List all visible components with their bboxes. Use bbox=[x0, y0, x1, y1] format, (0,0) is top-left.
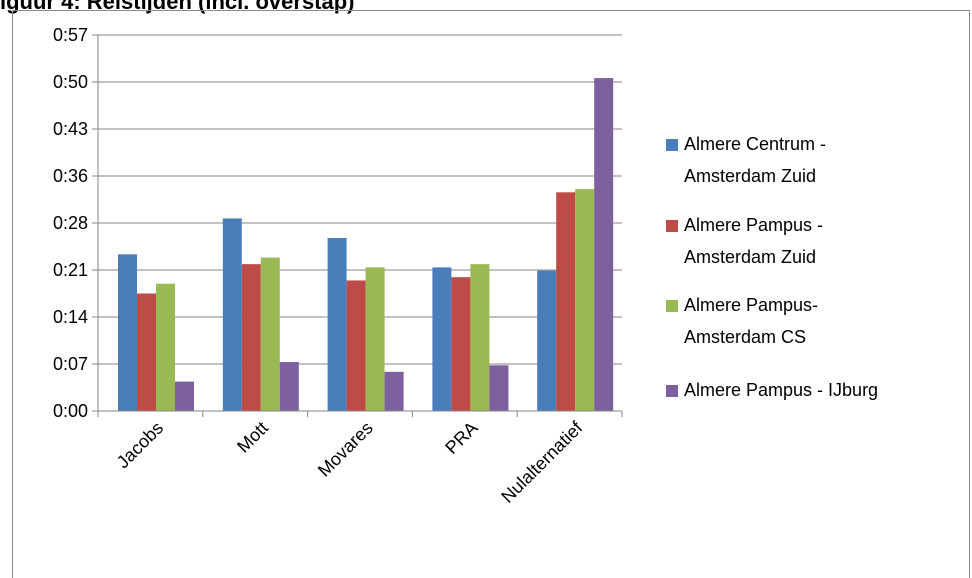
bar bbox=[451, 277, 471, 411]
bar bbox=[365, 267, 385, 411]
bar bbox=[346, 280, 366, 411]
legend-swatch bbox=[666, 139, 678, 151]
x-tick-label: PRA bbox=[441, 418, 481, 458]
bar bbox=[137, 293, 156, 411]
y-tick-label: 0:36 bbox=[53, 166, 88, 186]
bar bbox=[594, 78, 614, 411]
bar bbox=[384, 371, 404, 411]
chart-frame bbox=[12, 10, 970, 578]
legend-label: Almere Centrum - bbox=[684, 134, 826, 154]
bar bbox=[279, 362, 299, 411]
x-tick-label: Mott bbox=[233, 418, 272, 457]
legend-swatch bbox=[666, 300, 678, 312]
x-tick-label: Movares bbox=[314, 418, 377, 481]
bar bbox=[118, 254, 137, 411]
bar bbox=[432, 267, 452, 411]
bar bbox=[175, 381, 194, 411]
legend: Almere Centrum - Amsterdam Zuid Almere Pam… bbox=[666, 134, 878, 400]
y-tick-label: 0:07 bbox=[53, 354, 88, 374]
x-axis-ticks: Jacobs Mott Movares PRA Nulalternatief bbox=[97, 411, 623, 507]
x-tick-label: Jacobs bbox=[113, 418, 167, 472]
x-tick-label: Nulalternatief bbox=[497, 417, 587, 507]
legend-label: Amsterdam Zuid bbox=[684, 166, 816, 186]
y-tick-label: 0:28 bbox=[53, 213, 88, 233]
legend-label: Amsterdam Zuid bbox=[684, 247, 816, 267]
axes bbox=[97, 35, 622, 412]
bar bbox=[260, 257, 280, 411]
legend-swatch bbox=[666, 385, 678, 397]
y-axis-ticks: 0:00 0:07 0:14 0:21 0:28 0:36 0:43 0:50 0:57 bbox=[53, 25, 98, 421]
bar bbox=[241, 264, 261, 411]
bar bbox=[556, 192, 576, 411]
y-tick-label: 0:21 bbox=[53, 260, 88, 280]
bar bbox=[575, 189, 595, 411]
legend-swatch bbox=[666, 220, 678, 232]
bar bbox=[537, 270, 557, 411]
bar bbox=[470, 264, 490, 411]
bars bbox=[118, 78, 614, 411]
bar bbox=[222, 218, 242, 411]
y-tick-label: 0:00 bbox=[53, 401, 88, 421]
bar bbox=[327, 238, 347, 411]
legend-label: Amsterdam CS bbox=[684, 327, 806, 347]
y-tick-label: 0:14 bbox=[53, 307, 88, 327]
y-tick-label: 0:50 bbox=[53, 72, 88, 92]
legend-label: Almere Pampus- bbox=[684, 295, 818, 315]
y-tick-label: 0:57 bbox=[53, 25, 88, 45]
bar bbox=[156, 283, 175, 411]
y-tick-label: 0:43 bbox=[53, 119, 88, 139]
legend-label: Almere Pampus - bbox=[684, 215, 823, 235]
legend-label: Almere Pampus - IJburg bbox=[684, 380, 878, 400]
bar bbox=[489, 365, 509, 411]
